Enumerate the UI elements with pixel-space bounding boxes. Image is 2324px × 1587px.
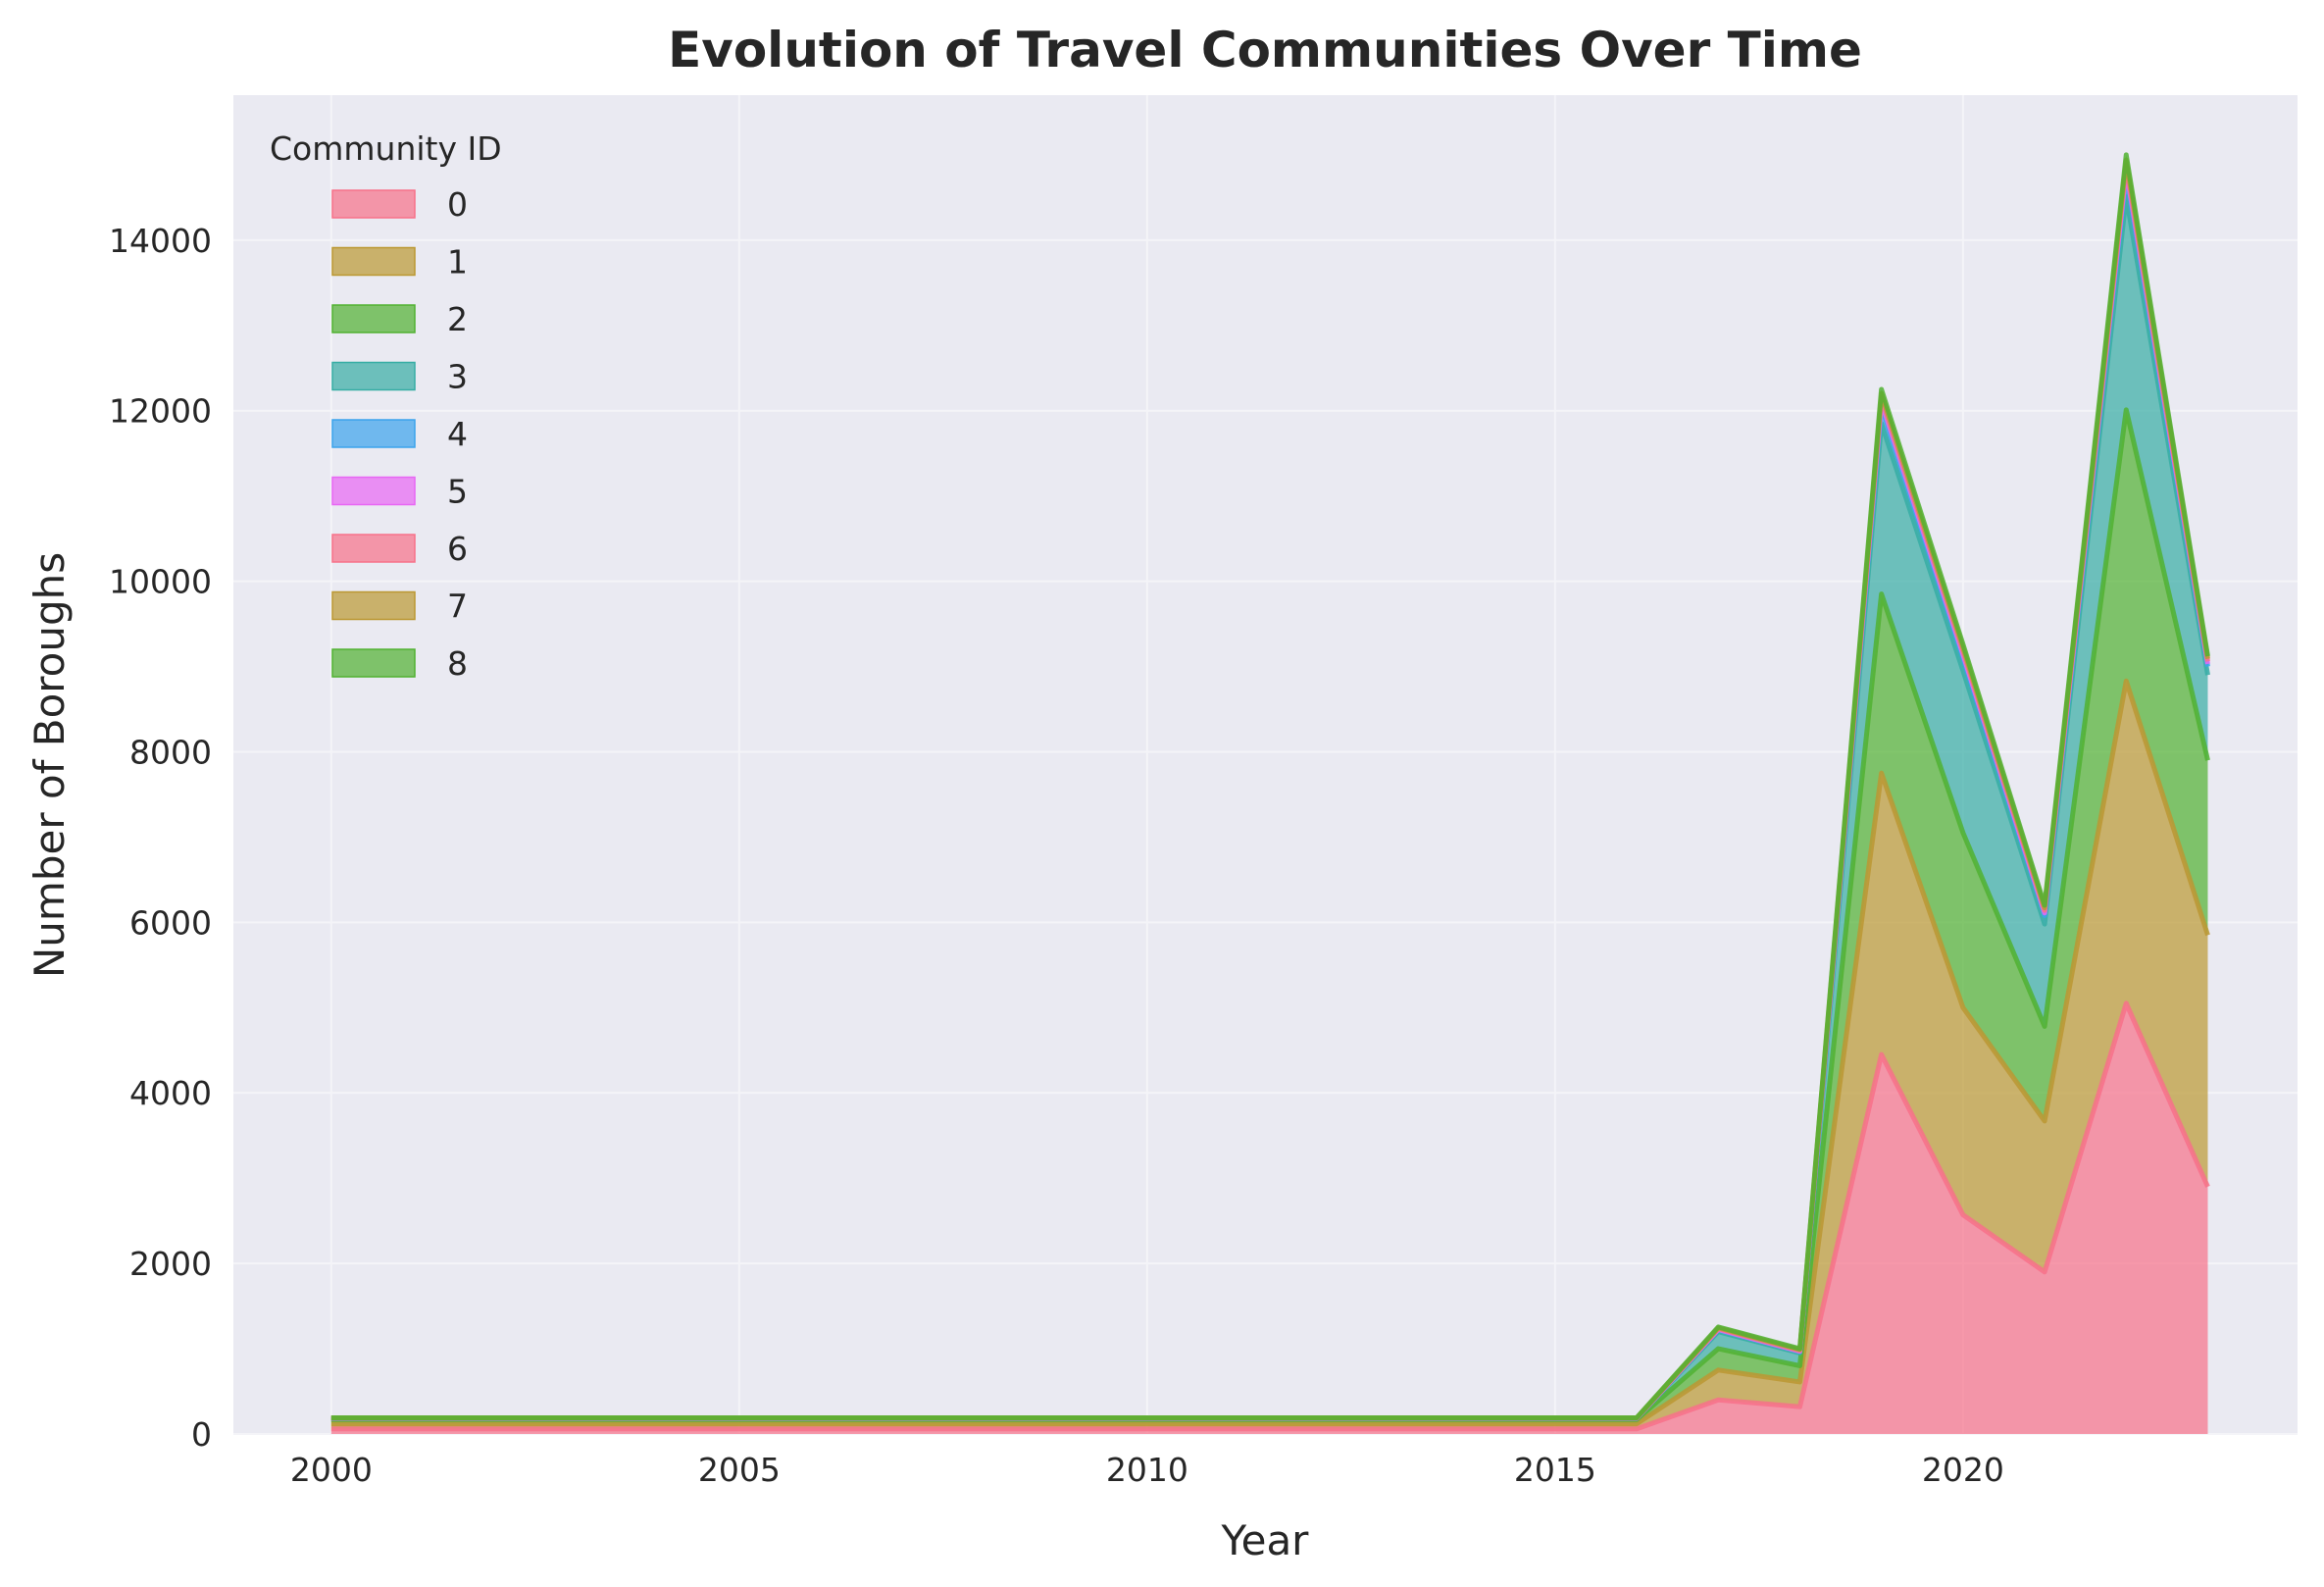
legend-label-7: 7 [447, 588, 468, 626]
chart-title: Evolution of Travel Communities Over Tim… [668, 22, 1862, 78]
legend-label-2: 2 [447, 300, 468, 338]
x-tick-label: 2010 [1106, 1451, 1188, 1489]
legend-swatch-8 [331, 648, 416, 678]
legend-label-8: 8 [447, 644, 468, 683]
area-community-0 [330, 1002, 2208, 1434]
x-tick-label: 2020 [1922, 1451, 2004, 1489]
legend-label-6: 6 [447, 530, 468, 568]
legend-label-4: 4 [447, 415, 468, 453]
legend-label-3: 3 [447, 358, 468, 396]
x-tick-label: 2005 [698, 1451, 781, 1489]
x-axis-label: Year [1221, 1516, 1310, 1564]
legend-swatch-2 [331, 304, 416, 333]
legend-label-0: 0 [447, 185, 468, 224]
legend-swatch-6 [331, 534, 416, 563]
x-axis-ticks: 2000 2005 2010 2015 2020 [290, 1451, 2004, 1489]
legend-swatch-7 [331, 590, 416, 621]
legend: Community ID 0 1 2 3 4 5 6 7 8 [270, 129, 502, 683]
x-tick-label: 2000 [290, 1451, 373, 1489]
legend-label-1: 1 [447, 243, 468, 282]
legend-label-5: 5 [447, 473, 468, 511]
area-series [330, 154, 2208, 1434]
y-tick-label: 8000 [129, 733, 212, 771]
y-tick-label: 10000 [109, 563, 212, 601]
legend-swatch-3 [331, 361, 416, 391]
y-tick-label: 2000 [129, 1245, 212, 1283]
legend-swatch-4 [331, 419, 416, 448]
y-tick-label: 14000 [109, 222, 212, 260]
y-tick-label: 0 [191, 1415, 212, 1454]
line-community-8 [330, 152, 2210, 1420]
legend-swatch-0 [331, 189, 416, 219]
y-axis-label: Number of Boroughs [25, 552, 74, 978]
line-community-1 [330, 678, 2210, 1427]
legend-swatch-5 [331, 476, 416, 506]
series-lines [330, 152, 2210, 1432]
y-tick-label: 6000 [129, 903, 212, 942]
legend-title: Community ID [270, 129, 502, 168]
y-tick-label: 4000 [129, 1074, 212, 1112]
line-community-0 [330, 1000, 2210, 1432]
y-tick-label: 12000 [109, 392, 212, 431]
legend-swatch-1 [331, 246, 416, 277]
x-tick-label: 2015 [1514, 1451, 1596, 1489]
y-axis-ticks: 0 2000 4000 6000 8000 10000 12000 14000 [109, 222, 212, 1454]
